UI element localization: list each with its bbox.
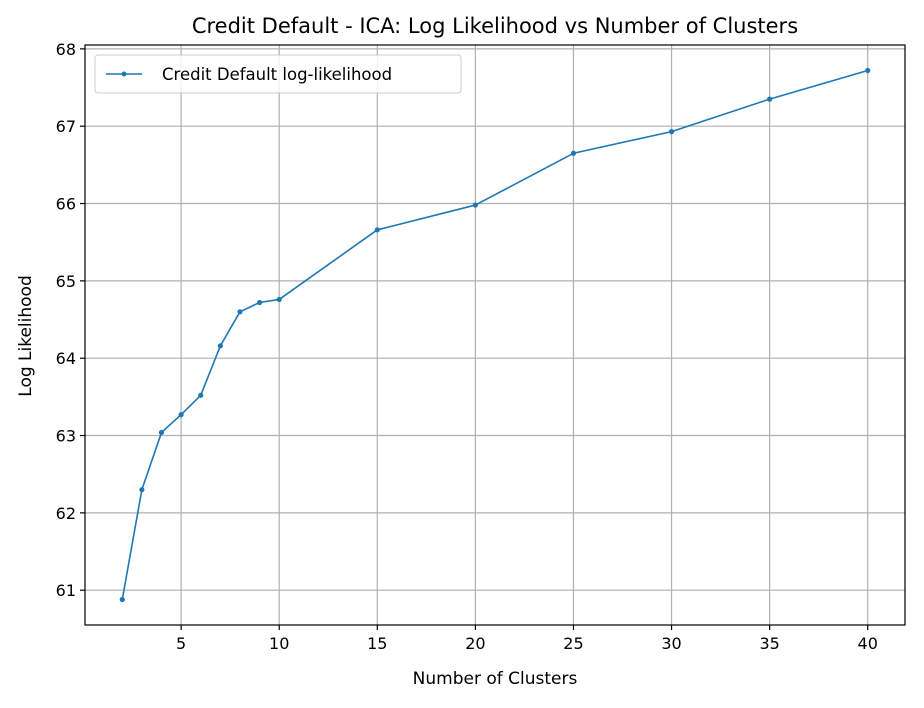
- series-layer: [119, 67, 871, 603]
- x-tick-label: 25: [563, 634, 583, 653]
- x-tick-label: 5: [176, 634, 186, 653]
- y-tick-label: 62: [56, 504, 76, 523]
- data-point: [237, 309, 243, 315]
- data-point: [767, 96, 773, 102]
- legend-box: [94, 54, 462, 94]
- y-tick-label: 67: [56, 117, 76, 136]
- x-tick-label: 15: [367, 634, 387, 653]
- x-axis-label: Number of Clusters: [413, 669, 578, 689]
- tick-layer: 5 10 15 20 25 30 35 40 61 62 63 64 65 66 67 68: [56, 40, 878, 653]
- data-point: [139, 487, 145, 493]
- legend-swatch-marker: [121, 71, 127, 77]
- chart-title: Credit Default - ICA: Log Likelihood vs …: [192, 14, 798, 38]
- y-tick-label: 68: [56, 40, 76, 59]
- y-tick-label: 65: [56, 272, 76, 291]
- data-point: [217, 343, 223, 349]
- data-point: [570, 150, 577, 156]
- data-point: [865, 67, 871, 74]
- data-point: [158, 429, 165, 436]
- y-tick-label: 63: [56, 427, 76, 446]
- data-point: [119, 596, 125, 603]
- series-line: [121, 69, 868, 600]
- data-point: [472, 202, 478, 208]
- x-tick-label: 40: [858, 634, 878, 653]
- data-point: [198, 392, 204, 398]
- data-point: [256, 299, 263, 306]
- data-point: [668, 129, 675, 135]
- data-point: [178, 412, 184, 418]
- legend-label: Credit Default log-likelihood: [162, 65, 392, 84]
- y-tick-label: 64: [56, 349, 76, 368]
- y-tick-label: 66: [56, 195, 76, 214]
- y-axis-label: Log Likelihood: [16, 275, 36, 396]
- grid-layer: [85, 45, 905, 625]
- x-tick-label: 30: [661, 634, 681, 653]
- x-tick-label: 20: [465, 634, 485, 653]
- data-point: [374, 227, 380, 233]
- x-tick-label: 10: [269, 634, 289, 653]
- data-point: [276, 296, 282, 303]
- x-tick-label: 35: [759, 634, 779, 653]
- legend: Credit Default log-likelihood: [94, 54, 462, 94]
- y-tick-label: 61: [56, 581, 76, 600]
- plot-area-frame: [84, 44, 906, 626]
